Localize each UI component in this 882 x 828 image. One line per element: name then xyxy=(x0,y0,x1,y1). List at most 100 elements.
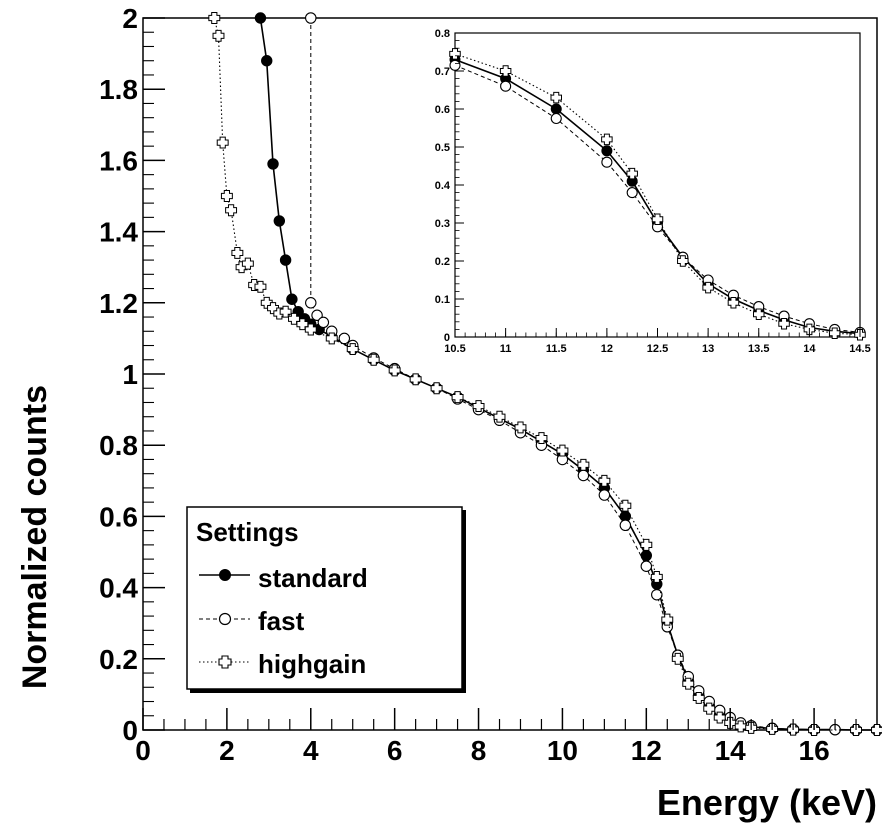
legend-title: Settings xyxy=(196,517,299,547)
point-main-highgain-33 xyxy=(650,570,663,583)
x-tick-label-1: 2 xyxy=(219,735,235,766)
point-main-highgain-32 xyxy=(640,538,653,551)
inset-y-tick-label-5: 0.5 xyxy=(435,142,450,154)
point-main-highgain-18 xyxy=(346,343,359,356)
y-tick-label-2: 0.4 xyxy=(99,573,138,604)
legend-box xyxy=(186,506,463,690)
y-axis-title: Normalized counts xyxy=(16,385,54,689)
point-main-highgain-20 xyxy=(388,364,401,377)
legend-label-standard: standard xyxy=(258,563,368,593)
inset-y-tick-label-3: 0.3 xyxy=(435,218,450,230)
point-main-fast-21 xyxy=(651,588,663,601)
inset-x-tick-label-6: 13.5 xyxy=(748,343,769,355)
point-inset-highgain-0 xyxy=(449,48,461,60)
x-axis-title: Energy (keV) xyxy=(657,782,877,823)
x-tick-label-3: 6 xyxy=(387,735,403,766)
point-main-highgain-38 xyxy=(703,702,716,715)
point-main-highgain-21 xyxy=(409,373,422,386)
point-inset-highgain-12 xyxy=(828,327,841,339)
point-main-fast-17 xyxy=(577,469,590,482)
point-main-highgain-3 xyxy=(220,190,233,202)
point-main-highgain-4 xyxy=(225,204,238,217)
point-main-highgain-41 xyxy=(734,720,747,733)
point-main-highgain-36 xyxy=(682,677,695,690)
point-inset-highgain-6 xyxy=(677,255,689,267)
inset-y-tick-label-2: 0.2 xyxy=(435,256,450,268)
x-tick-label-5: 10 xyxy=(547,735,578,766)
point-main-highgain-9 xyxy=(254,280,267,293)
point-main-highgain-29 xyxy=(577,458,590,471)
inset-x-tick-label-4: 12.5 xyxy=(647,343,668,355)
inset-y-tick-label-1: 0.1 xyxy=(435,294,450,306)
point-main-fast-2 xyxy=(311,309,323,322)
y-tick-label-1: 0.2 xyxy=(99,644,138,675)
legend-marker-standard xyxy=(219,569,231,581)
legend-label-fast: fast xyxy=(258,606,305,636)
point-inset-highgain-3 xyxy=(601,133,613,146)
x-tick-label-0: 0 xyxy=(135,735,151,766)
main-axes-layer: 0 2 4 6 8 10 12 14 16 0 0.2 0.4 0.6 0.8 1 1.2 1.4 1.6 1.8 2 xyxy=(99,3,857,766)
point-main-highgain-19 xyxy=(367,353,380,366)
x-tick-label-4: 8 xyxy=(471,735,487,766)
x-tick-label-7: 14 xyxy=(715,735,747,766)
point-main-standard-5 xyxy=(286,293,298,305)
inset-x-tick-label-8: 14.5 xyxy=(849,343,870,355)
point-inset-fast-4 xyxy=(626,187,638,199)
point-main-standard-1 xyxy=(261,55,273,67)
point-main-highgain-0 xyxy=(208,12,221,24)
inset-x-tick-label-0: 10.5 xyxy=(444,343,465,355)
point-inset-fast-0 xyxy=(449,59,461,71)
point-main-fast-1 xyxy=(305,297,317,309)
legend-marker-fast xyxy=(218,612,232,626)
point-main-standard-2 xyxy=(267,158,279,170)
legend-label-highgain: highgain xyxy=(258,649,366,679)
point-main-highgain-1 xyxy=(212,29,225,42)
point-main-standard-4 xyxy=(279,254,292,266)
inset-x-tick-label-7: 14 xyxy=(803,343,816,355)
y-tick-label-9: 1.8 xyxy=(99,74,138,105)
point-main-highgain-5 xyxy=(231,247,244,259)
point-main-highgain-23 xyxy=(451,391,464,404)
inset-y-tick-label-4: 0.4 xyxy=(435,180,451,192)
inset-y-tick-label-0: 0 xyxy=(444,332,450,344)
point-main-highgain-34 xyxy=(661,613,674,626)
point-main-highgain-30 xyxy=(598,474,611,487)
point-inset-standard-2 xyxy=(550,103,562,115)
y-tick-label-6: 1.2 xyxy=(99,288,138,319)
point-inset-highgain-2 xyxy=(550,91,562,104)
inset-y-tick-label-6: 0.6 xyxy=(435,104,450,116)
inset-x-tick-label-3: 12 xyxy=(601,343,613,355)
point-inset-highgain-4 xyxy=(626,167,638,180)
point-main-highgain-27 xyxy=(535,432,548,445)
inset-axes-layer: 10.5 11 11.5 12 12.5 13 13.5 14 14.5 0 0.1 0.2 0.3 0.… xyxy=(435,28,871,355)
inset-x-tick-label-1: 11 xyxy=(500,343,512,355)
inset-y-tick-label-8: 0.8 xyxy=(435,28,450,40)
point-inset-highgain-5 xyxy=(651,213,664,225)
point-inset-fast-2 xyxy=(550,112,562,125)
point-main-highgain-39 xyxy=(713,711,726,724)
point-main-fast-5 xyxy=(338,332,351,345)
point-main-highgain-35 xyxy=(671,652,684,665)
point-main-highgain-17 xyxy=(325,332,338,345)
x-tick-label-2: 4 xyxy=(303,735,319,766)
point-main-highgain-24 xyxy=(472,400,485,412)
x-tick-label-8: 16 xyxy=(799,735,830,766)
y-tick-label-4: 0.8 xyxy=(99,430,138,461)
y-tick-label-5: 1 xyxy=(122,359,138,390)
point-inset-standard-3 xyxy=(601,145,613,157)
point-main-standard-0 xyxy=(254,12,267,24)
inset-x-tick-label-5: 13 xyxy=(702,343,714,355)
point-main-highgain-31 xyxy=(619,499,632,512)
point-main-highgain-47 xyxy=(871,724,882,736)
inset-x-tick-label-2: 11.5 xyxy=(546,343,567,355)
point-inset-highgain-10 xyxy=(778,317,790,330)
legend-marker-highgain xyxy=(218,655,232,669)
y-tick-label-3: 0.6 xyxy=(99,501,138,532)
point-inset-highgain-9 xyxy=(753,308,765,320)
point-inset-fast-3 xyxy=(601,156,613,168)
legend-shadow-right xyxy=(462,510,466,693)
y-tick-label-7: 1.4 xyxy=(99,217,138,248)
point-main-fast-19 xyxy=(619,519,632,532)
y-tick-label-10: 2 xyxy=(122,3,138,34)
